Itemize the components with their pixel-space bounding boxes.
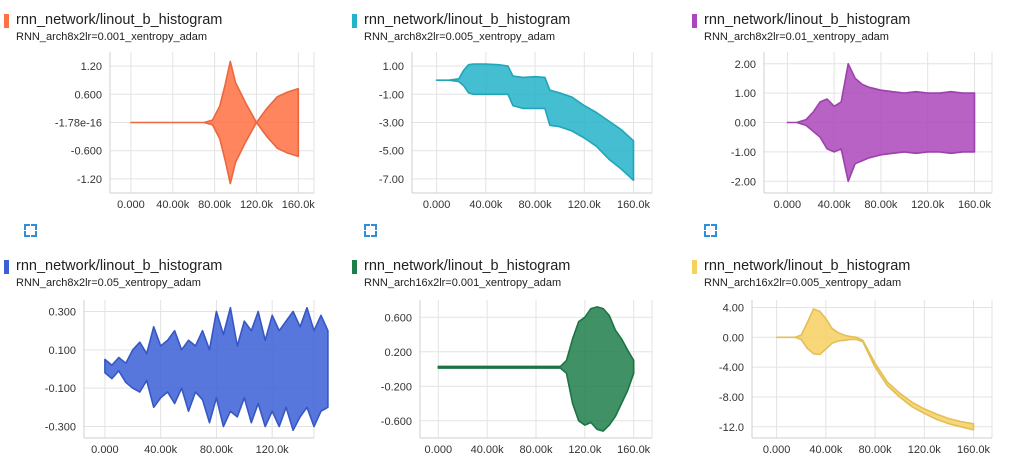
x-tick-label: 160.0k: [957, 444, 991, 456]
chart-panel-2: rnn_network/linout_b_histogram RNN_arch8…: [692, 0, 1019, 237]
x-tick-label: 120.0k: [256, 444, 290, 456]
histogram-chart: 2.00 1.00 0.00 -1.00 -2.00 0.000 40.00k 80.00k 1…: [731, 52, 993, 211]
y-tick-label: -8.00: [719, 392, 744, 404]
x-tick-label: 40.00k: [144, 444, 178, 456]
y-tick-label: -0.300: [45, 422, 76, 434]
y-tick-label: 0.300: [48, 307, 76, 319]
x-tick-label: 80.00k: [198, 199, 232, 211]
y-tick-label: -1.20: [77, 174, 102, 186]
histogram-band: [775, 308, 975, 431]
chart-title: rnn_network/linout_b_histogram: [704, 12, 911, 28]
y-tick-label: -0.100: [45, 383, 76, 395]
chart-title: rnn_network/linout_b_histogram: [364, 12, 571, 28]
run-name: RNN_arch16x2lr=0.001_xentropy_adam: [364, 277, 562, 289]
run-color-swatch: [352, 14, 357, 28]
y-tick-label: -7.00: [379, 174, 404, 186]
x-tick-label: 0.000: [423, 199, 451, 211]
x-tick-label: 0.000: [763, 444, 791, 456]
y-tick-label: -0.200: [381, 381, 412, 393]
histogram-band: [104, 306, 329, 432]
x-tick-label: 80.00k: [859, 444, 893, 456]
y-tick-label: 1.20: [81, 61, 102, 73]
histogram-band: [786, 63, 976, 183]
histogram-chart: 4.00 0.00 -4.00 -8.00 -12.0 0.000 40.00k 80.00k…: [719, 300, 993, 456]
fullscreen-icon[interactable]: [364, 224, 377, 237]
y-tick-label: -1.00: [379, 89, 404, 101]
chart-title: rnn_network/linout_b_histogram: [16, 12, 223, 28]
x-tick-label: 0.000: [425, 444, 453, 456]
x-tick-label: 160.0k: [617, 199, 651, 211]
run-color-swatch: [692, 14, 697, 28]
x-tick-label: 120.0k: [568, 199, 602, 211]
run-color-swatch: [4, 14, 9, 28]
chart-title: rnn_network/linout_b_histogram: [704, 258, 911, 274]
run-name: RNN_arch16x2lr=0.005_xentropy_adam: [704, 277, 902, 289]
chart-panel-4: rnn_network/linout_b_histogram RNN_arch1…: [352, 246, 682, 471]
chart-panel-3: rnn_network/linout_b_histogram RNN_arch8…: [4, 246, 334, 471]
y-tick-label: 0.100: [48, 345, 76, 357]
fullscreen-icon[interactable]: [24, 224, 37, 237]
run-name: RNN_arch8x2lr=0.001_xentropy_adam: [16, 31, 208, 43]
y-tick-label: -1.78e-16: [55, 118, 102, 130]
fullscreen-icon[interactable]: [704, 224, 717, 237]
y-tick-label: 0.00: [735, 118, 756, 130]
x-tick-label: 120.0k: [908, 444, 942, 456]
run-name: RNN_arch8x2lr=0.01_xentropy_adam: [704, 31, 889, 43]
y-tick-label: -5.00: [379, 146, 404, 158]
x-tick-label: 80.00k: [519, 444, 553, 456]
y-tick-label: 0.600: [74, 89, 102, 101]
x-tick-label: 40.00k: [809, 444, 843, 456]
x-tick-label: 40.00k: [471, 444, 505, 456]
gridlines: [751, 300, 993, 439]
run-name: RNN_arch8x2lr=0.005_xentropy_adam: [364, 31, 556, 43]
y-tick-label: -1.00: [731, 147, 756, 159]
chart-title: rnn_network/linout_b_histogram: [16, 258, 223, 274]
run-color-swatch: [352, 260, 357, 274]
y-tick-label: 4.00: [723, 302, 744, 314]
run-name: RNN_arch8x2lr=0.05_xentropy_adam: [16, 277, 201, 289]
chart-panel-1: rnn_network/linout_b_histogram RNN_arch8…: [352, 0, 682, 237]
x-tick-label: 80.00k: [519, 199, 553, 211]
x-tick-label: 120.0k: [568, 444, 602, 456]
histogram-band: [435, 63, 635, 182]
x-tick-label: 0.000: [91, 444, 119, 456]
histogram-chart: 1.20 0.600 -1.78e-16 -0.600 -1.20 0.000 40.00k…: [55, 52, 316, 211]
histogram-chart: 1.00 -1.00 -3.00 -5.00 -7.00 0.000 40.00k 80.00…: [379, 52, 653, 211]
x-tick-label: 40.00k: [818, 199, 852, 211]
histogram-band: [437, 306, 635, 432]
y-tick-label: 0.600: [384, 312, 412, 324]
x-tick-label: 40.00k: [469, 199, 503, 211]
x-tick-label: 160.0k: [282, 199, 316, 211]
y-tick-label: 0.200: [384, 347, 412, 359]
y-tick-label: -3.00: [379, 118, 404, 130]
y-tick-label: 0.00: [723, 332, 744, 344]
x-tick-label: 120.0k: [240, 199, 274, 211]
y-tick-label: -0.600: [71, 146, 102, 158]
x-tick-label: 0.000: [774, 199, 802, 211]
histogram-band: [130, 60, 300, 185]
y-tick-label: 1.00: [735, 88, 756, 100]
gridlines: [411, 52, 653, 194]
histogram-chart: 0.600 0.200 -0.200 -0.600 0.000 40.00k 80.00k 1…: [381, 300, 653, 456]
x-tick-label: 120.0k: [911, 199, 945, 211]
chart-panel-0: rnn_network/linout_b_histogram RNN_arch8…: [4, 0, 334, 237]
x-tick-label: 80.00k: [200, 444, 234, 456]
y-tick-label: -4.00: [719, 362, 744, 374]
x-tick-label: 80.00k: [864, 199, 898, 211]
x-tick-label: 160.0k: [958, 199, 992, 211]
y-tick-label: -2.00: [731, 176, 756, 188]
x-tick-label: 40.00k: [156, 199, 190, 211]
x-tick-label: 0.000: [117, 199, 145, 211]
chart-title: rnn_network/linout_b_histogram: [364, 258, 571, 274]
chart-panel-5: rnn_network/linout_b_histogram RNN_arch1…: [692, 246, 1019, 471]
y-tick-label: 2.00: [735, 59, 756, 71]
run-color-swatch: [4, 260, 9, 274]
y-tick-label: -12.0: [719, 422, 744, 434]
y-tick-label: 1.00: [383, 61, 404, 73]
y-tick-label: -0.600: [381, 416, 412, 428]
run-color-swatch: [692, 260, 697, 274]
histogram-chart: 0.300 0.100 -0.100 -0.300 0.000 40.00k 80.00k 1…: [45, 300, 329, 456]
x-tick-label: 160.0k: [617, 444, 651, 456]
